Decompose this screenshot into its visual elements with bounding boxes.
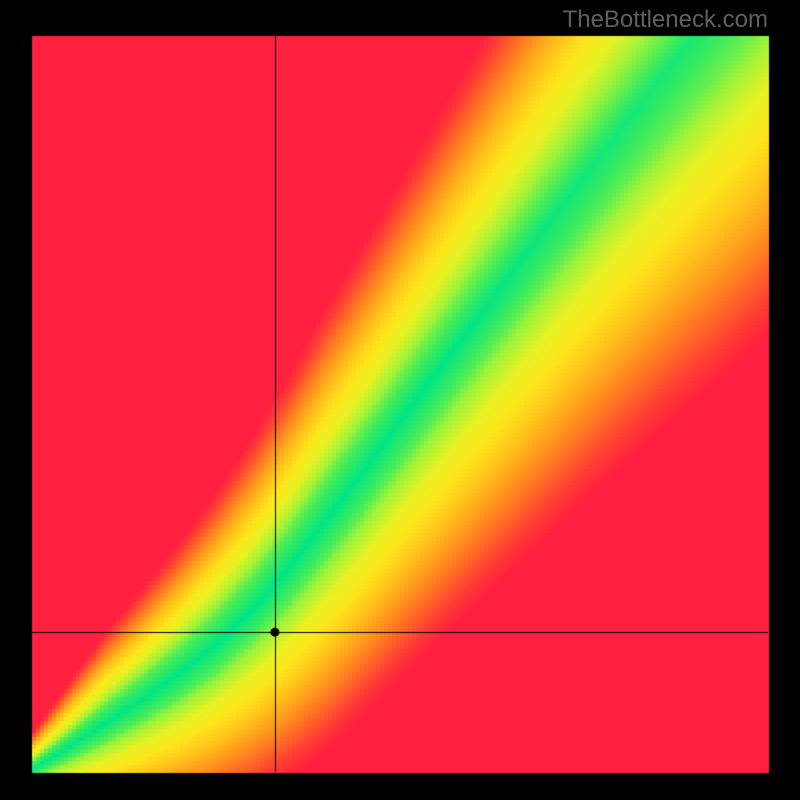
watermark-text: TheBottleneck.com [563,6,768,34]
chart-container: { "watermark": { "text": "TheBottleneck.… [0,0,800,800]
bottleneck-heatmap [0,0,800,800]
